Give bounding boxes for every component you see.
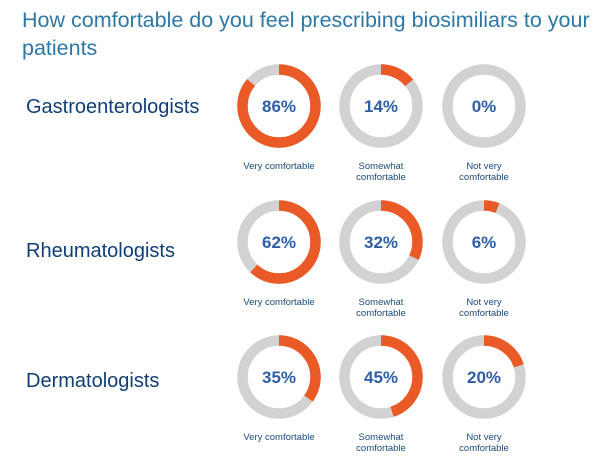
caption-gastroenterologists-1: Very comfortable (243, 161, 315, 172)
donut-arc-rheumatologists-3 (442, 200, 526, 284)
caption-rheumatologists-2: Somewhat comfortable (356, 297, 406, 319)
donut-value-gastroenterologists-1: 86% (262, 97, 296, 116)
caption-dermatologists-1: Very comfortable (243, 432, 315, 443)
donut-gastroenterologists-1: 86% (234, 61, 324, 151)
donut-arc-rheumatologists-2 (339, 200, 423, 284)
caption-dermatologists-2: Somewhat comfortable (356, 432, 406, 454)
donut-value-gastroenterologists-2: 14% (364, 97, 398, 116)
donut-gastroenterologists-3: 0% (439, 61, 529, 151)
donut-arc-dermatologists-2 (339, 335, 423, 419)
caption-gastroenterologists-3: Not very comfortable (459, 161, 509, 183)
donut-arc-gastroenterologists-2 (339, 64, 423, 148)
donut-value-dermatologists-3: 20% (467, 368, 501, 387)
donut-value-gastroenterologists-3: 0% (472, 97, 497, 116)
donut-arc-rheumatologists-1 (237, 200, 321, 284)
donut-arc-dermatologists-3 (442, 335, 526, 419)
donut-track (442, 64, 526, 148)
donut-value-dermatologists-2: 45% (364, 368, 398, 387)
donut-value-dermatologists-1: 35% (262, 368, 296, 387)
donut-gastroenterologists-2: 14% (336, 61, 426, 151)
caption-rheumatologists-3: Not very comfortable (459, 297, 509, 319)
caption-dermatologists-3: Not very comfortable (459, 432, 509, 454)
donut-arc-dermatologists-1 (237, 335, 321, 419)
donut-value-rheumatologists-3: 6% (472, 233, 497, 252)
donut-rheumatologists-1: 62% (234, 197, 324, 287)
caption-gastroenterologists-2: Somewhat comfortable (356, 161, 406, 183)
donut-arc-gastroenterologists-1 (237, 64, 321, 148)
donut-value-rheumatologists-2: 32% (364, 233, 398, 252)
donut-rheumatologists-2: 32% (336, 197, 426, 287)
row-label-dermatologists: Dermatologists (26, 370, 160, 392)
row-label-rheumatologists: Rheumatologists (26, 240, 175, 262)
donut-dermatologists-3: 20% (439, 332, 529, 422)
caption-rheumatologists-1: Very comfortable (243, 297, 315, 308)
donut-value-rheumatologists-1: 62% (262, 233, 296, 252)
row-label-gastroenterologists: Gastroenterologists (26, 96, 200, 118)
donut-dermatologists-1: 35% (234, 332, 324, 422)
donut-dermatologists-2: 45% (336, 332, 426, 422)
donut-rheumatologists-3: 6% (439, 197, 529, 287)
chart-title: How comfortable do you feel prescribing … (22, 8, 590, 60)
